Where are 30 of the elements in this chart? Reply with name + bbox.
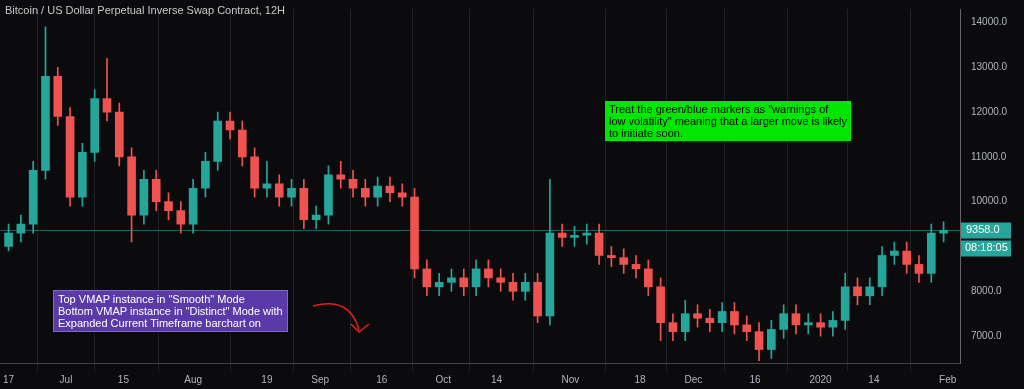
x-tick-label: 16 (376, 373, 388, 385)
x-tick-label: 19 (261, 373, 273, 385)
y-tick-label: 7000.0 (971, 329, 1003, 341)
x-tick-label: 16 (749, 373, 761, 385)
annotation: Treat the green/blue markers as "warnings of low volatility" meaning that a larger move is likely to initiate soon. (605, 101, 852, 141)
x-tick-label: 14 (868, 373, 880, 385)
y-tick-label: 14000.0 (971, 16, 1008, 28)
x-tick-label: 2020 (809, 373, 833, 385)
x-tick-label: 15 (117, 373, 130, 385)
x-tick-label: Aug (184, 373, 203, 385)
y-tick-label: 13000.0 (971, 61, 1008, 72)
annotation: Top VMAP instance in "Smooth" Mode Bottom VMAP instance in "Distinct" Mode with Expanded Current Timeframe barchart on (53, 290, 288, 332)
chart-title: Bitcoin / US Dollar Perpetual Inverse Swap Contract, 12H (5, 4, 286, 16)
y-tick-label: 12000.0 (971, 105, 1008, 117)
candlestick (336, 161, 346, 189)
y-tick-label: 11000.0 (971, 150, 1007, 162)
y-tick-label: 10000.0 (971, 195, 1008, 207)
x-tick-label: Feb (939, 373, 957, 385)
candlestick (397, 183, 407, 207)
x-tick-label: Jul (59, 373, 73, 385)
x-tick-label: 17 (3, 373, 15, 385)
x-tick-label: 18 (634, 373, 647, 385)
x-tick-label: Dec (684, 373, 703, 385)
x-tick-label: Sep (311, 373, 330, 385)
y-tick-label: 8000.0 (971, 285, 1003, 297)
x-tick-label: Oct (435, 373, 452, 385)
text: 08:18:05 (965, 241, 1008, 254)
x-tick-label: 14 (491, 373, 503, 385)
x-tick-label: Nov (561, 373, 580, 385)
ref-line-label: 9358.0 (966, 223, 1000, 236)
